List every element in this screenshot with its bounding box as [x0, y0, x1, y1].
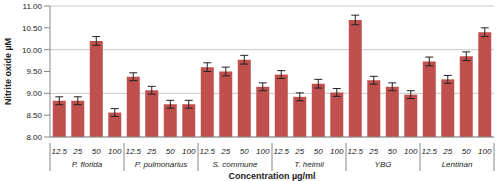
svg-text:T. heimii: T. heimii [294, 160, 324, 169]
svg-text:12.5: 12.5 [347, 147, 363, 156]
svg-text:25: 25 [368, 147, 378, 156]
svg-text:50: 50 [462, 147, 471, 156]
svg-text:25: 25 [146, 147, 156, 156]
svg-text:25: 25 [72, 147, 82, 156]
svg-text:100: 100 [330, 147, 344, 156]
svg-text:8.50: 8.50 [26, 111, 42, 120]
svg-text:50: 50 [166, 147, 175, 156]
svg-text:50: 50 [92, 147, 101, 156]
svg-text:Concentration µg/ml: Concentration µg/ml [228, 171, 315, 181]
svg-text:12.5: 12.5 [199, 147, 215, 156]
svg-text:Lentinan: Lentinan [442, 160, 473, 169]
svg-text:10.00: 10.00 [22, 46, 43, 55]
svg-text:25: 25 [442, 147, 452, 156]
svg-text:100: 100 [478, 147, 492, 156]
svg-text:P. pulmonarius: P. pulmonarius [135, 160, 187, 169]
svg-text:9.50: 9.50 [26, 67, 42, 76]
svg-text:12.5: 12.5 [273, 147, 289, 156]
svg-text:25: 25 [220, 147, 230, 156]
svg-text:11.00: 11.00 [23, 2, 43, 11]
svg-text:S. commune: S. commune [213, 160, 258, 169]
svg-text:P. florida: P. florida [72, 160, 103, 169]
svg-text:50: 50 [388, 147, 397, 156]
svg-text:YBG: YBG [375, 160, 392, 169]
svg-text:8.00: 8.00 [26, 133, 42, 142]
svg-text:12.5: 12.5 [51, 147, 67, 156]
svg-text:50: 50 [240, 147, 249, 156]
svg-text:9.00: 9.00 [26, 89, 42, 98]
svg-text:100: 100 [404, 147, 418, 156]
svg-text:12.5: 12.5 [125, 147, 141, 156]
svg-text:100: 100 [108, 147, 122, 156]
svg-text:50: 50 [314, 147, 323, 156]
svg-text:12.5: 12.5 [421, 147, 437, 156]
svg-text:10.50: 10.50 [22, 24, 43, 33]
svg-text:100: 100 [182, 147, 196, 156]
svg-text:Nitrite oxide µM: Nitrite oxide µM [8, 38, 13, 105]
svg-text:25: 25 [294, 147, 304, 156]
svg-text:100: 100 [256, 147, 270, 156]
